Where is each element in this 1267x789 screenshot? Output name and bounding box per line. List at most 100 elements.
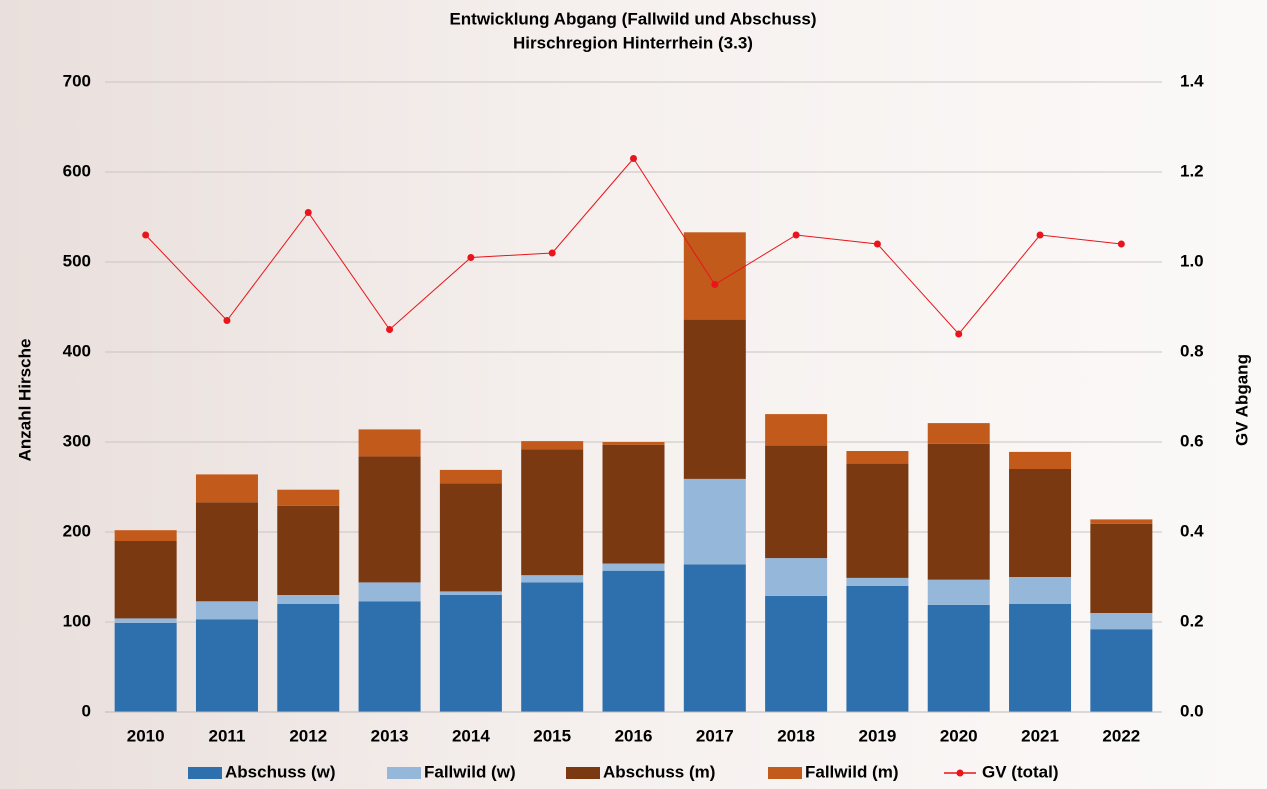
bar-segment xyxy=(846,577,909,586)
x-tick-label: 2018 xyxy=(777,726,815,745)
line-point xyxy=(630,155,637,162)
bar-segment xyxy=(439,591,502,595)
bar-segment xyxy=(927,579,990,605)
legend-dot xyxy=(956,769,964,777)
bar-segment xyxy=(358,601,421,712)
y-tick-label: 200 xyxy=(63,521,91,540)
y2-tick-label: 1.0 xyxy=(1180,251,1204,270)
bar-segment xyxy=(765,445,828,559)
bar-segment xyxy=(1090,629,1153,712)
line-point xyxy=(223,317,231,324)
bar-segment xyxy=(195,474,258,503)
y2-axis-label: GV Abgang xyxy=(1232,354,1251,446)
bar-segment xyxy=(114,622,177,712)
bar-segment xyxy=(521,582,584,712)
bar-segment xyxy=(683,564,746,712)
bar-segment xyxy=(439,595,502,712)
bar-segment xyxy=(439,469,502,484)
y-tick-label: 600 xyxy=(63,161,91,180)
legend-swatch xyxy=(566,767,600,779)
bar-segment xyxy=(114,541,177,619)
line-series xyxy=(145,157,1122,335)
bar-segment xyxy=(683,319,746,479)
bar-segment xyxy=(602,563,665,571)
bar-segment xyxy=(358,456,421,583)
y2-tick-label: 0.0 xyxy=(1180,701,1204,720)
y-tick-label: 400 xyxy=(63,341,91,360)
y-axis-label: Anzahl Hirsche xyxy=(15,339,34,462)
y2-tick-label: 0.8 xyxy=(1180,341,1204,360)
bar-segment xyxy=(521,441,584,450)
bar-segment xyxy=(927,443,990,580)
bar-segment xyxy=(277,604,340,712)
bar-segment xyxy=(277,489,340,506)
x-tick-label: 2019 xyxy=(859,726,897,745)
x-tick-label: 2013 xyxy=(371,726,409,745)
bar-segment xyxy=(195,601,258,620)
x-tick-label: 2011 xyxy=(209,726,246,745)
line-point xyxy=(548,249,556,257)
line-point xyxy=(386,326,394,333)
bar-segment xyxy=(683,478,746,565)
chart-title: Entwicklung Abgang (Fallwild und Abschus… xyxy=(449,9,816,28)
line-point xyxy=(955,330,963,338)
y-tick-label: 0 xyxy=(82,701,91,720)
y2-tick-label: 0.2 xyxy=(1180,611,1204,630)
bar-segment xyxy=(521,449,584,576)
bar-segment xyxy=(1009,577,1072,604)
y2-tick-label: 1.2 xyxy=(1180,161,1204,180)
y2-tick-label: 1.4 xyxy=(1180,71,1204,90)
x-tick-label: 2020 xyxy=(940,726,978,745)
legend-label: GV (total) xyxy=(982,762,1059,781)
line-point xyxy=(142,231,150,239)
line-point xyxy=(1036,231,1044,239)
bar-segment xyxy=(602,570,665,712)
bar-segment xyxy=(358,429,421,457)
bar-segment xyxy=(1009,469,1072,577)
chart-subtitle: Hirschregion Hinterrhein (3.3) xyxy=(513,33,753,52)
x-tick-label: 2022 xyxy=(1102,726,1140,745)
x-tick-label: 2012 xyxy=(289,726,327,745)
bar-segment xyxy=(277,505,340,595)
legend-swatch xyxy=(188,767,222,779)
line-point xyxy=(1117,240,1125,248)
y2-tick-label: 0.6 xyxy=(1180,431,1204,450)
y-tick-label: 700 xyxy=(63,71,91,90)
bar-segment xyxy=(927,604,990,712)
bar-segment xyxy=(114,618,177,623)
x-tick-label: 2015 xyxy=(533,726,571,745)
bar-segment xyxy=(846,586,909,712)
bar-segment xyxy=(1090,613,1153,630)
bar-segment xyxy=(195,619,258,712)
bar-segment xyxy=(1009,604,1072,712)
legend-label: Fallwild (w) xyxy=(424,762,516,781)
line-point xyxy=(304,209,312,216)
y-tick-label: 100 xyxy=(63,611,91,630)
bar-segment xyxy=(114,530,177,541)
legend-label: Abschuss (m) xyxy=(603,762,715,781)
legend-swatch xyxy=(387,767,421,779)
bar-segment xyxy=(439,483,502,592)
bar-segment xyxy=(765,414,828,446)
legend-swatch xyxy=(768,767,802,779)
x-tick-label: 2017 xyxy=(696,726,734,745)
line-point xyxy=(873,240,881,248)
line-point xyxy=(792,231,800,239)
bar-segment xyxy=(358,582,421,602)
bar-segment xyxy=(602,442,665,445)
bar-segment xyxy=(1090,523,1153,613)
x-tick-label: 2010 xyxy=(127,726,165,745)
bar-segment xyxy=(846,463,909,578)
x-tick-label: 2021 xyxy=(1021,726,1059,745)
line-point xyxy=(467,254,475,261)
y-tick-label: 500 xyxy=(63,251,91,270)
y2-tick-label: 0.4 xyxy=(1180,521,1204,540)
bar-segment xyxy=(765,558,828,596)
bar-segment xyxy=(765,595,828,712)
bar-segment xyxy=(277,595,340,604)
legend-label: Fallwild (m) xyxy=(805,762,899,781)
legend-label: Abschuss (w) xyxy=(225,762,336,781)
bar-segment xyxy=(927,423,990,444)
y-tick-label: 300 xyxy=(63,431,91,450)
